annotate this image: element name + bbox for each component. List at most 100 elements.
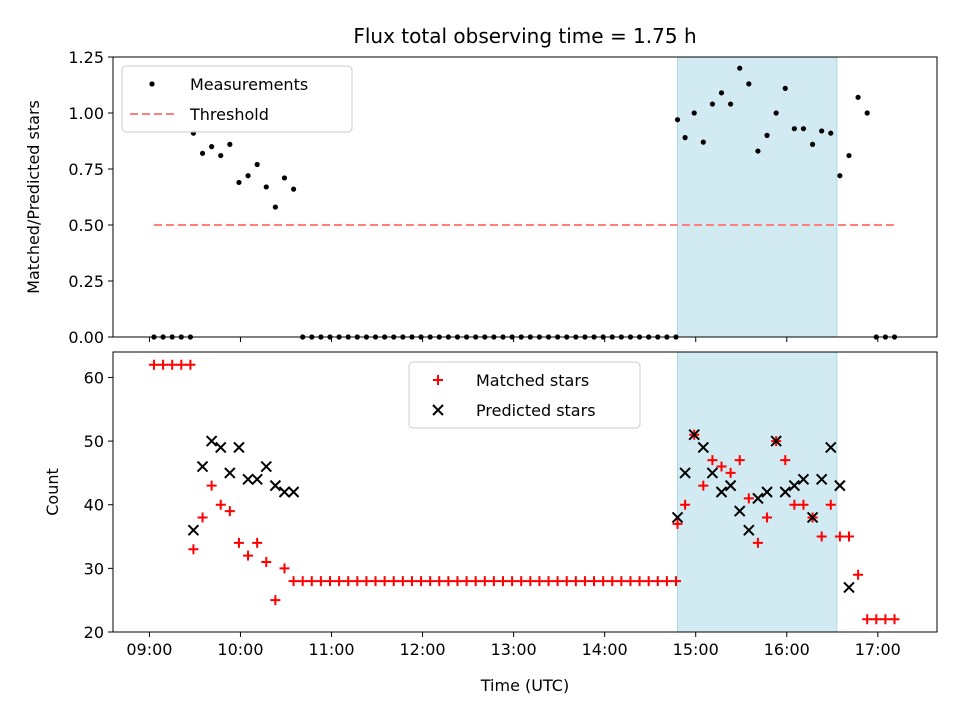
panel-counts: 09:00 10:00 11:00 12:00 13:00 14:00 15:00 16:00… <box>43 351 938 695</box>
measurement-point <box>764 132 770 138</box>
matched-point <box>334 576 345 587</box>
bottom-xtick-label: 13:00 <box>491 640 537 659</box>
matched-point <box>306 576 317 587</box>
legend-matched-label: Matched stars <box>476 371 589 390</box>
matched-point <box>889 614 900 625</box>
matched-point <box>252 537 263 548</box>
matched-point <box>416 576 427 587</box>
matched-point <box>707 455 718 466</box>
matched-point <box>425 576 436 587</box>
measurement-point <box>709 101 716 107</box>
predicted-point <box>233 441 245 454</box>
measurement-point <box>718 90 725 96</box>
matched-point <box>215 499 226 510</box>
matched-point <box>816 531 827 542</box>
matched-point <box>789 499 800 510</box>
bottom-xlabel: Time (UTC) <box>480 676 569 695</box>
matched-point <box>233 537 244 548</box>
matched-point <box>561 576 572 587</box>
matched-point <box>361 576 372 587</box>
measurement-point <box>773 110 779 116</box>
matched-point <box>443 576 454 587</box>
matched-point <box>798 499 809 510</box>
matched-point <box>661 576 672 587</box>
matched-point <box>825 499 836 510</box>
predicted-point <box>843 581 855 594</box>
predicted-point <box>679 467 691 479</box>
measurement-point <box>737 65 743 71</box>
measurement-point <box>700 139 706 145</box>
bottom-xtick-label: 10:00 <box>217 640 263 659</box>
matched-point <box>625 576 636 587</box>
matched-point <box>315 576 326 587</box>
matched-point <box>525 576 536 587</box>
matched-point <box>243 550 254 561</box>
measurement-point <box>819 128 825 134</box>
legend-matched-marker <box>433 375 443 385</box>
matched-point <box>616 576 627 587</box>
matched-point <box>516 576 527 587</box>
bottom-xtick-label: 12:00 <box>400 640 446 659</box>
legend-threshold-label: Threshold <box>189 105 269 124</box>
matched-point <box>880 614 891 625</box>
predicted-point <box>187 524 200 536</box>
predicted-point <box>242 473 254 485</box>
predicted-point <box>251 473 263 485</box>
bottom-ytick-label: 30 <box>84 559 104 578</box>
matched-point <box>325 576 336 587</box>
bottom-xtick-label: 17:00 <box>855 640 901 659</box>
measurement-point <box>846 152 852 159</box>
predicted-point <box>215 441 227 454</box>
matched-point <box>672 518 683 529</box>
bottom-xtick-label: 16:00 <box>764 640 810 659</box>
predicted-point <box>797 473 810 485</box>
predicted-point <box>788 479 801 492</box>
measurement-point <box>199 150 206 156</box>
matched-point <box>670 576 681 587</box>
predicted-point <box>761 486 773 498</box>
matched-point <box>488 576 499 587</box>
matched-point <box>206 480 217 491</box>
matched-point <box>288 576 299 587</box>
matched-point <box>762 512 773 523</box>
measurement-point <box>218 152 224 159</box>
predicted-point <box>770 435 782 447</box>
measurement-point <box>245 173 251 179</box>
matched-point <box>725 467 736 478</box>
matched-point <box>279 563 290 574</box>
predicted-point <box>205 435 218 447</box>
matched-point <box>197 512 208 523</box>
bottom-ylabel: Count <box>43 468 62 516</box>
matched-point <box>579 576 590 587</box>
bottom-ytick-label: 40 <box>84 496 104 515</box>
top-ytick-label: 1.00 <box>68 104 104 123</box>
bottom-xtick-label: 14:00 <box>582 640 628 659</box>
predicted-point <box>224 467 236 479</box>
matched-point <box>780 455 791 466</box>
measurement-point <box>236 179 242 186</box>
matched-point <box>452 576 463 587</box>
predicted-point <box>287 486 300 498</box>
top-legend-box <box>121 65 353 133</box>
matched-point <box>589 576 600 587</box>
matched-point <box>167 359 178 370</box>
matched-point <box>497 576 508 587</box>
matched-point <box>406 576 417 587</box>
measurement-point <box>864 110 870 116</box>
matched-point <box>652 576 663 587</box>
matched-point <box>752 537 763 548</box>
matched-point <box>543 576 554 587</box>
matched-point <box>379 576 390 587</box>
legend-predicted-label: Predicted stars <box>476 401 596 420</box>
legend-predicted-marker <box>432 404 444 416</box>
top-ytick-label: 0.50 <box>68 216 104 235</box>
measurement-point <box>800 126 807 132</box>
measurement-point <box>755 148 761 154</box>
predicted-point <box>671 511 684 524</box>
matched-point <box>680 499 691 510</box>
top-ytick-label: 0.00 <box>68 328 104 347</box>
measurement-point <box>290 186 297 192</box>
matched-point <box>158 359 169 370</box>
matched-point <box>188 544 199 555</box>
